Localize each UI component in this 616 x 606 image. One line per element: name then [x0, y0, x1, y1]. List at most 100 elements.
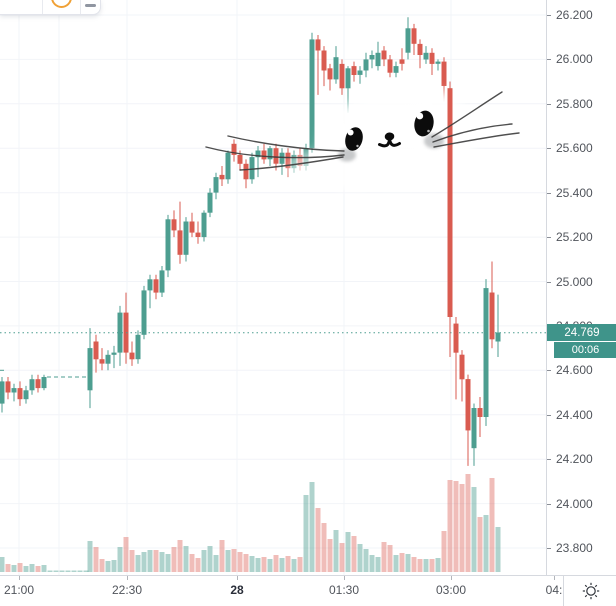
cat-whiskers	[205, 91, 520, 171]
candle-body	[369, 55, 375, 60]
candle-body	[495, 332, 501, 342]
candle-body	[381, 50, 387, 60]
cat-eye-highlight	[347, 129, 354, 136]
candlestick-chart[interactable]	[0, 0, 546, 575]
volume-bar	[5, 564, 11, 572]
volume-bar	[489, 478, 495, 572]
candle-body	[135, 334, 141, 360]
volume-bar	[273, 555, 279, 572]
candle-body	[99, 359, 105, 364]
zero-volume-dash	[83, 570, 89, 572]
candle-body	[249, 157, 255, 180]
candle-body	[141, 290, 147, 335]
volume-bar	[423, 559, 429, 572]
cat-face-overlay	[205, 91, 520, 171]
volume-bar	[99, 559, 105, 572]
price-tick-dash	[547, 459, 551, 461]
candle-body	[279, 152, 285, 164]
time-tick-label: 22:30	[111, 583, 143, 597]
volume-bar	[171, 547, 177, 572]
volume-bar	[483, 515, 489, 572]
time-tick-mark	[127, 576, 128, 580]
candle-body	[429, 52, 435, 64]
candle-body	[189, 221, 195, 233]
price-tick-label: 25.200	[556, 230, 593, 245]
gap-dashed-lines	[0, 369, 88, 378]
time-axis[interactable]: 21:00 22:30 28 01:30 03:00 04:	[0, 575, 616, 606]
candle-body	[393, 66, 399, 73]
zero-volume-dash	[53, 570, 59, 572]
candle-body	[183, 221, 189, 255]
candle-body	[333, 57, 339, 80]
price-tick-label: 25.800	[556, 96, 593, 111]
candle-body	[11, 388, 17, 393]
volume-bar	[183, 546, 189, 572]
volume-bar	[417, 559, 423, 572]
volume-bar	[267, 559, 273, 572]
candle-body	[447, 88, 453, 317]
cat-eye-highlight	[416, 112, 424, 120]
candle-body	[465, 379, 471, 431]
candle-body	[5, 381, 11, 393]
volume-bar	[477, 517, 483, 572]
volume-bar	[333, 530, 339, 572]
candle-body	[225, 152, 231, 180]
volume-bar	[495, 527, 501, 572]
cat-cheek-left	[338, 148, 356, 162]
toolbar-separator	[42, 0, 43, 14]
candle-body	[159, 270, 165, 293]
candle-body	[231, 143, 237, 155]
candle-body	[165, 219, 171, 271]
volume-bar	[285, 556, 291, 572]
volume-bar	[453, 481, 459, 572]
volume-bar	[369, 555, 375, 572]
price-tick-label: 24.200	[556, 452, 593, 467]
zero-volume-dash	[59, 570, 65, 572]
price-axis[interactable]: 24.769 00:06 26.200 26.000 25.800 25.600 25.…	[546, 0, 616, 575]
time-tick-mark	[344, 576, 345, 580]
time-tick-mark	[237, 576, 238, 580]
logo-circle-icon[interactable]	[51, 0, 72, 8]
candle-body	[309, 39, 315, 149]
candle-body	[219, 174, 225, 180]
volume-bar	[117, 547, 123, 572]
price-tick-label: 24.400	[556, 407, 593, 422]
candle-body	[105, 354, 111, 364]
candle-body	[41, 377, 47, 389]
candle-body	[435, 61, 441, 64]
candle-body	[375, 52, 381, 67]
price-tick-dash	[547, 281, 551, 283]
volume-bar	[17, 563, 23, 572]
price-tick-dash	[547, 148, 551, 150]
volume-bar	[255, 558, 261, 572]
volume-bars	[0, 474, 501, 572]
candle-body	[267, 148, 273, 160]
candle-body	[387, 59, 393, 73]
candle-body	[243, 163, 249, 180]
floating-toolbar	[0, 0, 101, 15]
candle-body	[453, 323, 459, 353]
candle-body	[17, 388, 23, 400]
minimize-icon[interactable]	[85, 4, 96, 7]
gear-icon[interactable]	[581, 581, 601, 601]
volume-bar	[375, 557, 381, 572]
volume-bar	[189, 554, 195, 572]
candle-body	[117, 312, 123, 353]
volume-bar	[177, 540, 183, 572]
volume-bar	[465, 474, 471, 572]
time-tick-label: 04:	[545, 583, 563, 597]
candle-body	[153, 279, 159, 293]
axis-settings-corner[interactable]	[563, 575, 616, 606]
volume-bar	[29, 564, 35, 572]
candle-body	[417, 43, 423, 55]
zero-volume-dash	[65, 570, 71, 572]
candle-body	[255, 150, 261, 158]
volume-bar	[231, 549, 237, 572]
candle-body	[363, 59, 369, 71]
volume-bar	[315, 508, 321, 572]
volume-bar	[405, 554, 411, 572]
price-tick-dash	[547, 503, 551, 505]
price-tick-label: 23.800	[556, 541, 593, 555]
volume-bar	[399, 553, 405, 572]
volume-bar	[459, 484, 465, 572]
